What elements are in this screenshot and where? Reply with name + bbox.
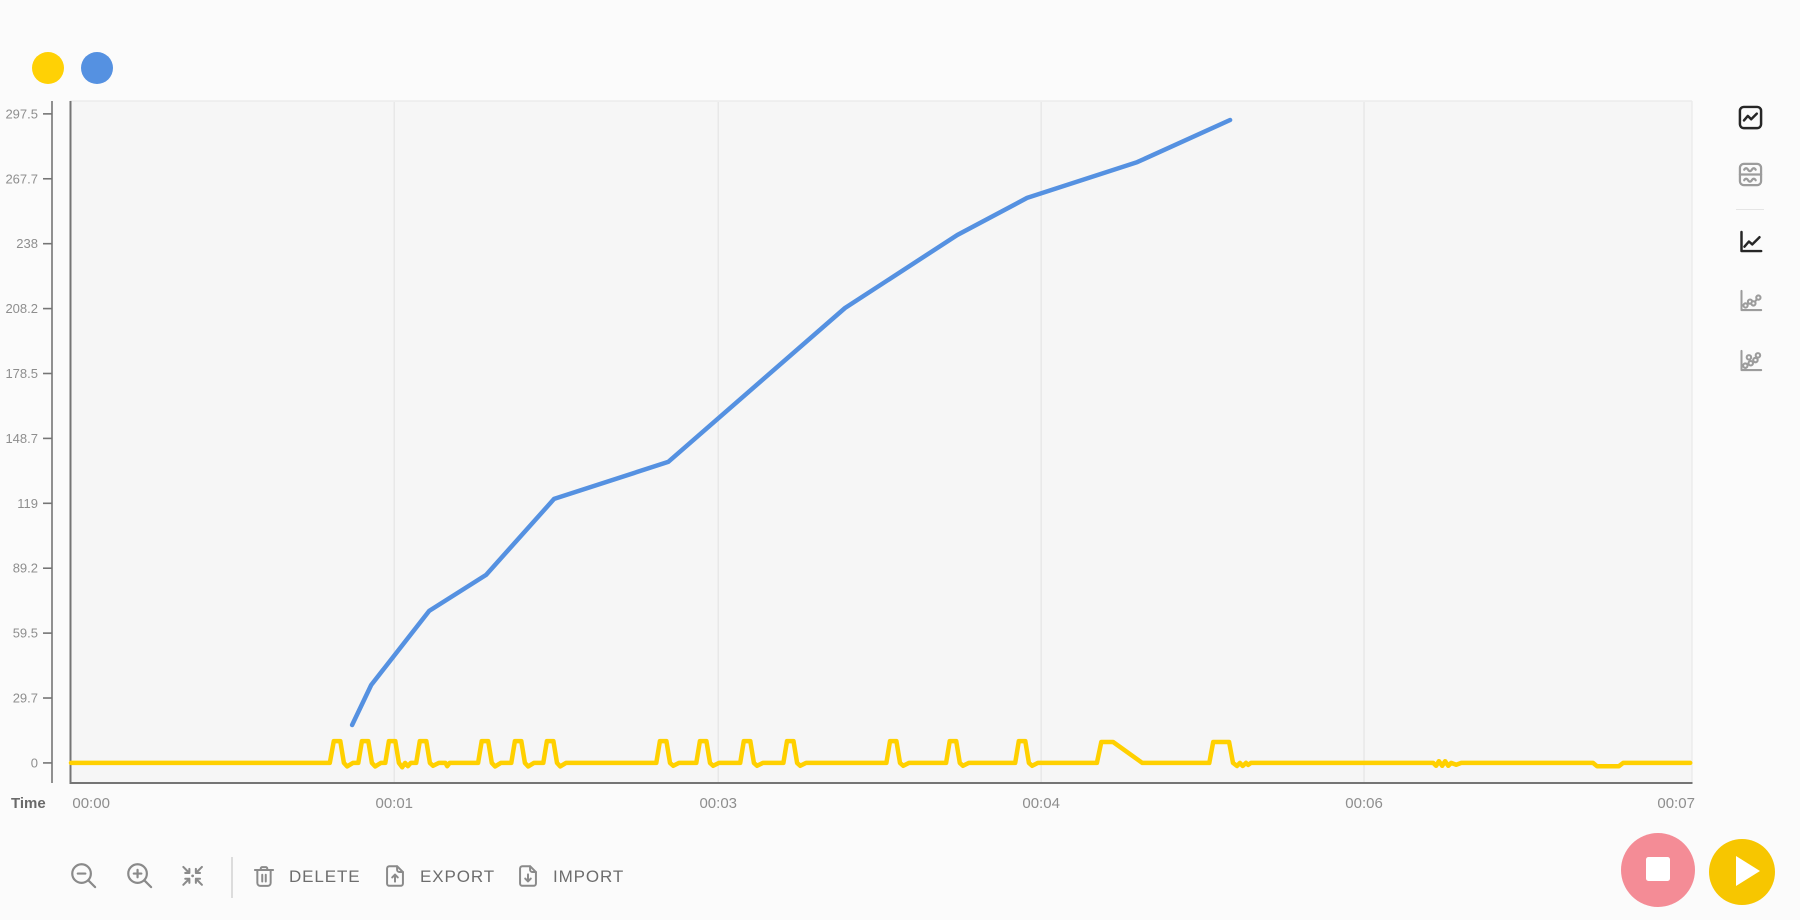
delete-button[interactable]: DELETE (250, 855, 361, 899)
x-tick-label: 00:04 (1022, 795, 1060, 812)
document-arrow-up-icon (381, 862, 409, 893)
trash-icon (250, 862, 278, 893)
y-tick-label: 208.2 (5, 301, 38, 316)
style-switcher-points[interactable] (1730, 342, 1770, 382)
blue-sensor-line (349, 117, 1233, 728)
y-tick-label: 148.7 (5, 431, 38, 446)
view-switcher-split[interactable] (1730, 156, 1770, 196)
yellow-series-toggle[interactable] (32, 52, 64, 84)
combined-chart-icon (1737, 104, 1764, 134)
x-tick-label: 00:03 (699, 795, 737, 812)
magnifier-minus-icon (68, 860, 99, 894)
y-tick-label: 119 (17, 496, 38, 511)
y-tick-label: 178.5 (5, 366, 38, 381)
delete-button-label: DELETE (289, 867, 361, 886)
zoom-out-button[interactable] (61, 855, 105, 899)
line-chart-icon (1737, 228, 1764, 258)
y-tick-label: 0 (31, 755, 38, 770)
y-tick-label: 59.5 (13, 626, 38, 641)
plot-area[interactable] (70, 101, 1692, 783)
x-tick-label: 00:01 (375, 795, 413, 812)
yellow-sensor-line (68, 738, 1693, 770)
toolbar-divider (231, 857, 233, 898)
x-tick-label: 00:00 (72, 795, 110, 812)
y-tick-label: 238 (16, 236, 38, 251)
blue-series-toggle[interactable] (81, 52, 113, 84)
document-arrow-down-icon (514, 862, 542, 893)
export-button-label: EXPORT (420, 867, 495, 886)
x-axis-title: Time (11, 795, 46, 812)
y-tick-label: 89.2 (13, 561, 38, 576)
play-triangle-icon (1709, 838, 1775, 907)
export-button[interactable]: EXPORT (381, 855, 495, 899)
line-points-chart-icon (1737, 287, 1764, 317)
split-chart-icon (1737, 161, 1764, 191)
y-tick-label: 297.5 (5, 106, 38, 121)
magnifier-plus-icon (124, 860, 155, 894)
stop-square-icon (1621, 832, 1695, 909)
style-switcher-line-points[interactable] (1730, 282, 1770, 322)
play-button[interactable] (1709, 839, 1775, 905)
y-tick-label: 267.7 (5, 171, 38, 186)
collapse-arrows-icon (178, 861, 207, 893)
stop-button[interactable] (1621, 833, 1695, 907)
view-switcher-divider (1736, 209, 1764, 210)
x-tick-label: 00:07 (1657, 795, 1695, 812)
import-button-label: IMPORT (553, 867, 625, 886)
view-switcher-combined[interactable] (1730, 99, 1770, 139)
style-switcher-line[interactable] (1730, 223, 1770, 263)
y-tick-label: 29.7 (13, 691, 38, 706)
zoom-in-button[interactable] (117, 855, 161, 899)
x-tick-label: 00:06 (1345, 795, 1383, 812)
import-button[interactable]: IMPORT (514, 855, 624, 899)
fit-view-button[interactable] (170, 855, 214, 899)
scatter-chart-icon (1737, 347, 1764, 377)
